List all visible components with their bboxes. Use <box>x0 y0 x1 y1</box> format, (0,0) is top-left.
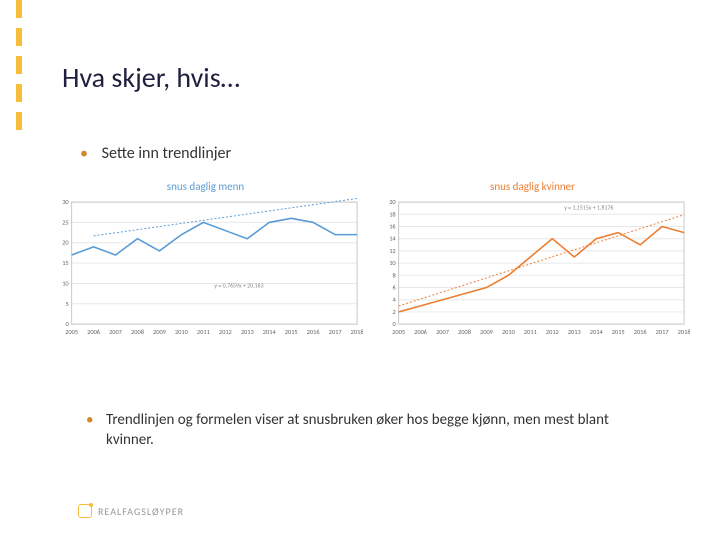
svg-text:2017: 2017 <box>656 328 670 336</box>
logo: REALFAGSLØYPER <box>78 504 184 518</box>
charts-row: snus daglig menn 05101520253020052006200… <box>48 180 690 345</box>
chart-right: snus daglig kvinner 0 2 4 6 8 10 12 14 16 18 20 200… <box>375 180 690 345</box>
svg-text:10: 10 <box>389 259 396 267</box>
svg-text:2013: 2013 <box>568 328 581 336</box>
svg-text:0: 0 <box>392 320 396 328</box>
svg-text:2011: 2011 <box>524 328 537 336</box>
svg-text:2006: 2006 <box>87 328 101 336</box>
svg-text:2015: 2015 <box>285 328 298 336</box>
svg-text:4: 4 <box>392 296 396 304</box>
svg-text:2014: 2014 <box>590 328 604 336</box>
svg-text:2009: 2009 <box>153 328 167 336</box>
svg-text:2016: 2016 <box>307 328 321 336</box>
svg-text:2010: 2010 <box>502 328 516 336</box>
svg-text:8: 8 <box>392 271 395 279</box>
svg-text:20: 20 <box>389 198 396 206</box>
bullet-1-text: Sette inn trendlinjer <box>102 144 232 163</box>
svg-text:2014: 2014 <box>263 328 277 336</box>
svg-text:12: 12 <box>389 247 395 255</box>
chart-right-title: snus daglig kvinner <box>375 180 690 193</box>
svg-text:10: 10 <box>62 279 69 287</box>
svg-text:2018: 2018 <box>351 328 363 336</box>
svg-text:2016: 2016 <box>634 328 648 336</box>
accent-bar <box>16 0 22 130</box>
logo-text: REALFAGSLØYPER <box>98 505 184 518</box>
chart-right-body: 0 2 4 6 8 10 12 14 16 18 20 2005 2006 2007 2008 2009 201… <box>375 195 690 345</box>
logo-icon <box>78 504 92 518</box>
chart-left-svg: 0 5 10 15 20 25 30 2005 2006 2007 2008 2009 2010 2011… <box>48 195 363 345</box>
svg-text:2008: 2008 <box>458 328 471 336</box>
svg-text:2013: 2013 <box>241 328 254 336</box>
svg-text:2005: 2005 <box>65 328 78 336</box>
svg-text:2006: 2006 <box>414 328 428 336</box>
svg-text:y = 0,7659x + 20,163: y = 0,7659x + 20,163 <box>214 282 263 290</box>
svg-text:2017: 2017 <box>329 328 343 336</box>
bullet-1-dot: • <box>80 144 88 163</box>
svg-text:25: 25 <box>62 218 68 226</box>
bullet-1: • Sette inn trendlinjer <box>80 144 231 163</box>
svg-text:18: 18 <box>389 210 395 218</box>
svg-text:14: 14 <box>389 235 396 243</box>
svg-text:2007: 2007 <box>109 328 123 336</box>
svg-text:20: 20 <box>62 239 69 247</box>
chart-left: snus daglig menn 0 5 10 15 20 25 30 2005 2006 200… <box>48 180 363 345</box>
svg-text:0: 0 <box>65 320 69 328</box>
svg-text:2018: 2018 <box>678 328 690 336</box>
svg-text:2012: 2012 <box>219 328 232 336</box>
svg-text:5: 5 <box>65 300 68 308</box>
svg-text:2007: 2007 <box>436 328 450 336</box>
chart-left-title: snus daglig menn <box>48 180 363 193</box>
svg-text:2010: 2010 <box>175 328 189 336</box>
svg-text:2: 2 <box>392 308 395 316</box>
svg-text:2011: 2011 <box>197 328 210 336</box>
svg-text:2009: 2009 <box>480 328 494 336</box>
svg-text:2008: 2008 <box>131 328 144 336</box>
svg-text:y = 1,1515x + 1,8176: y = 1,1515x + 1,8176 <box>564 203 613 211</box>
chart-left-body: 0 5 10 15 20 25 30 2005 2006 2007 2008 2009 2010 2011… <box>48 195 363 345</box>
svg-text:16: 16 <box>389 222 396 230</box>
chart-right-svg: 0 2 4 6 8 10 12 14 16 18 20 2005 2006 2007 2008 2009 201… <box>375 195 690 345</box>
bullet-2-dot: • <box>86 410 93 430</box>
svg-text:30: 30 <box>62 198 69 206</box>
bullet-2-text: Trendlinjen og formelen viser at snusbru… <box>106 411 609 449</box>
svg-text:15: 15 <box>62 259 68 267</box>
svg-text:2015: 2015 <box>612 328 625 336</box>
bullet-2: • Trendlinjen og formelen viser at snusb… <box>106 410 640 451</box>
page-title: Hva skjer, hvis… <box>62 60 240 95</box>
svg-text:6: 6 <box>392 283 396 291</box>
svg-text:2012: 2012 <box>546 328 559 336</box>
svg-text:2005: 2005 <box>392 328 405 336</box>
